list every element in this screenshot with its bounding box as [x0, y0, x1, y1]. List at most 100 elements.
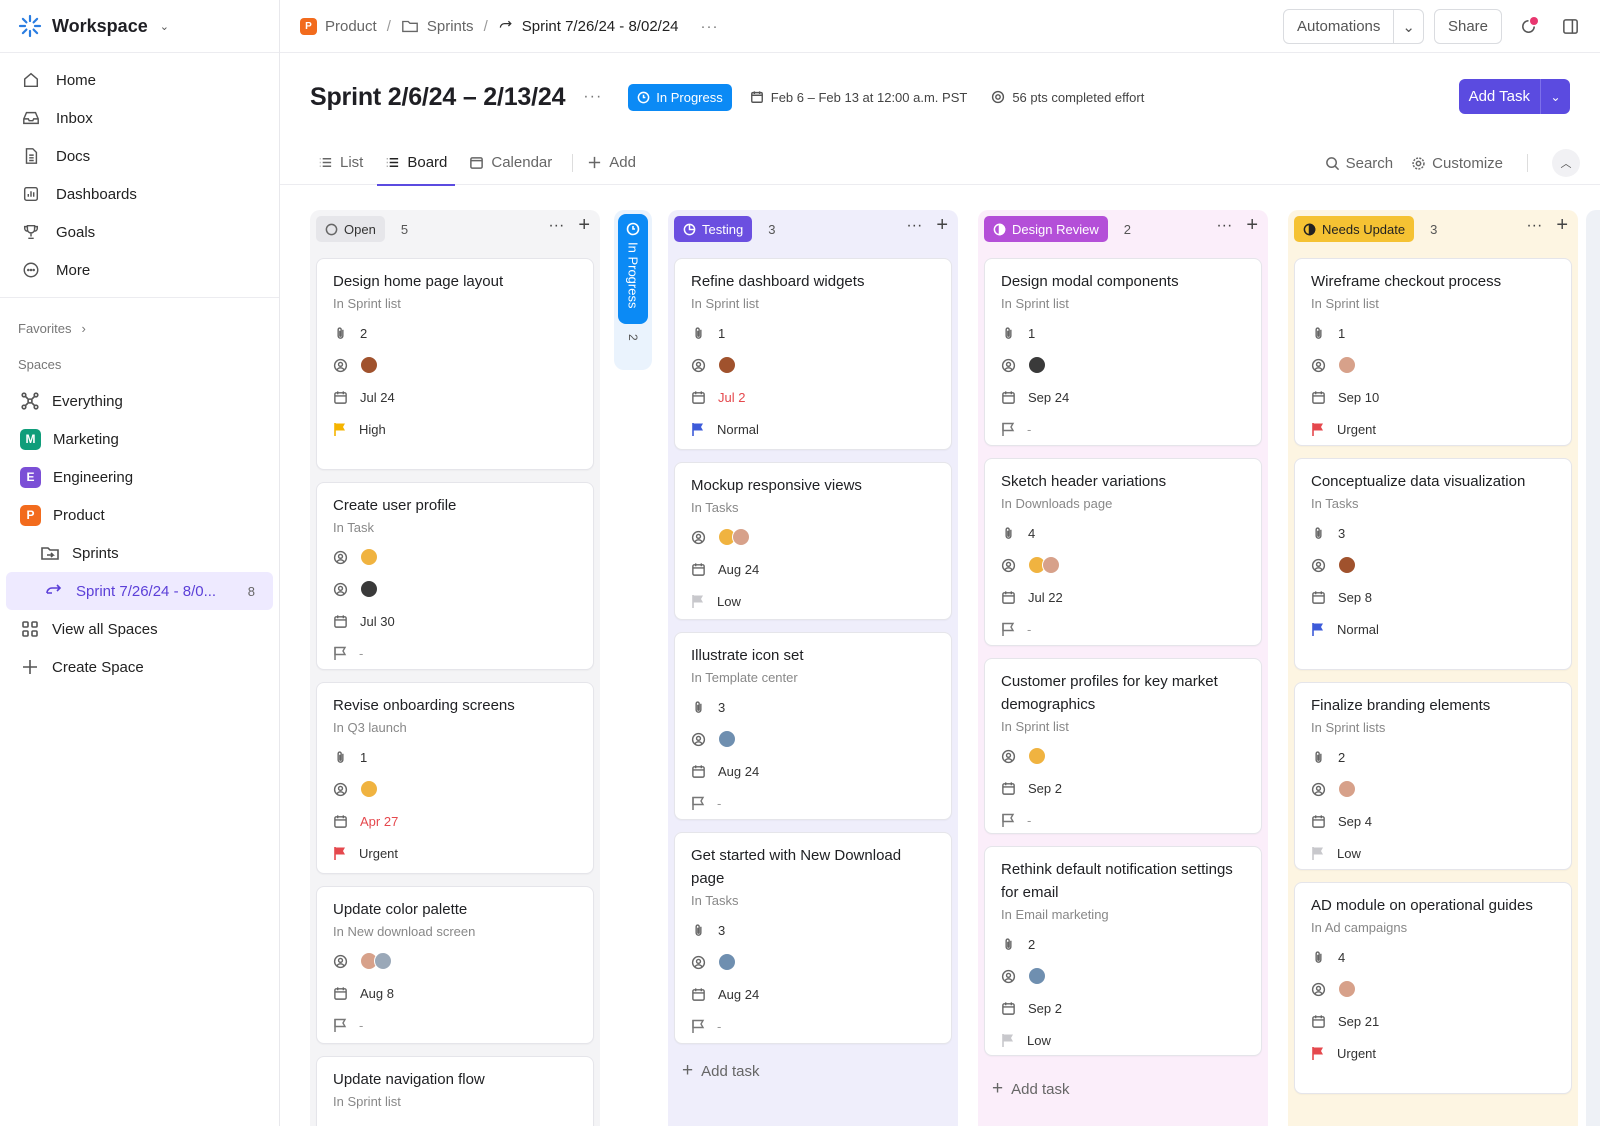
more-options-icon[interactable]: ··· [700, 17, 719, 35]
task-card[interactable]: Get started with New Download page In Tas… [674, 832, 952, 1044]
add-task-row[interactable]: + Add task [992, 1078, 1069, 1100]
assignee-avatars[interactable] [718, 953, 736, 971]
task-card[interactable]: Customer profiles for key market demogra… [984, 658, 1262, 834]
status-badge[interactable]: In Progress [628, 83, 732, 111]
nav-more[interactable]: More [0, 251, 279, 289]
in-progress-collapsed-header[interactable]: In Progress [618, 214, 648, 324]
due-date[interactable]: Jul 2 [718, 389, 746, 405]
task-card[interactable]: Revise onboarding screens In Q3 launch 1 Ap… [316, 682, 594, 874]
due-date[interactable]: Aug 8 [360, 985, 394, 1001]
column-status-pill[interactable]: Testing [674, 216, 753, 242]
chevron-down-icon[interactable]: ⌄ [1540, 79, 1570, 114]
priority-label[interactable]: Urgent [359, 845, 399, 861]
priority-label[interactable]: Low [1337, 845, 1361, 861]
priority-label[interactable]: - [359, 1017, 364, 1033]
breadcrumb-current[interactable]: Sprint 7/26/24 - 8/02/24 [521, 17, 679, 35]
assignee-avatars[interactable] [1338, 556, 1356, 574]
task-card[interactable]: Sketch header variations In Downloads pag… [984, 458, 1262, 646]
priority-label[interactable]: - [1027, 621, 1032, 637]
tab-list[interactable]: List [310, 141, 371, 185]
customize-button[interactable]: Customize [1411, 155, 1503, 172]
priority-label[interactable]: - [717, 795, 722, 811]
priority-label[interactable]: Low [1027, 1032, 1051, 1048]
sprint-dates[interactable]: Feb 6 – Feb 13 at 12:00 a.m. PST [750, 90, 967, 105]
task-card[interactable]: Design home page layout In Sprint list 2 Ju… [316, 258, 594, 470]
task-card[interactable]: Update color palette In New download scre… [316, 886, 594, 1044]
assignee-avatars[interactable] [360, 952, 392, 970]
nav-inbox[interactable]: Inbox [0, 99, 279, 137]
automations-dropdown-button[interactable]: ⌄ [1394, 9, 1424, 44]
priority-label[interactable]: Low [717, 593, 741, 609]
priority-label[interactable]: Urgent [1337, 421, 1377, 437]
layout-toggle-button[interactable] [1554, 11, 1586, 43]
due-date[interactable]: Sep 4 [1338, 813, 1372, 829]
create-space[interactable]: Create Space [0, 648, 279, 686]
assignee-avatars[interactable] [1028, 556, 1060, 574]
task-card[interactable]: Update navigation flow In Sprint list [316, 1056, 594, 1126]
assignee-avatars[interactable] [1338, 980, 1356, 998]
nav-docs[interactable]: Docs [0, 137, 279, 175]
more-options-icon[interactable]: ··· [1526, 217, 1543, 234]
due-date[interactable]: Apr 27 [360, 813, 399, 829]
add-task-button[interactable]: Add Task ⌄ [1458, 79, 1570, 114]
automations-button[interactable]: Automations [1283, 9, 1395, 44]
due-date[interactable]: Sep 2 [1028, 1000, 1062, 1016]
breadcrumb-sprints[interactable]: Sprints [426, 17, 474, 35]
more-options-icon[interactable]: ··· [1216, 217, 1233, 234]
task-card[interactable]: Finalize branding elements In Sprint list… [1294, 682, 1572, 870]
priority-label[interactable]: Normal [1337, 621, 1379, 637]
task-card[interactable]: Rethink default notification settings fo… [984, 846, 1262, 1056]
due-date[interactable]: Sep 2 [1028, 780, 1062, 796]
due-date[interactable]: Sep 10 [1338, 389, 1380, 405]
sidebar-item-active-sprint[interactable]: Sprint 7/26/24 - 8/0... 8 [6, 572, 273, 610]
tab-add[interactable]: Add [579, 141, 644, 185]
assignee-avatars[interactable] [718, 730, 736, 748]
assignee-avatars[interactable] [1338, 780, 1356, 798]
workspace-switcher[interactable]: Workspace ⌄ [0, 0, 279, 53]
plus-icon[interactable]: + [578, 214, 590, 236]
priority-label[interactable]: - [717, 1018, 722, 1034]
breadcrumb-product[interactable]: Product [325, 17, 377, 35]
column-status-pill[interactable]: Needs Update [1294, 216, 1415, 242]
add-task-row[interactable]: + Add task [682, 1060, 759, 1082]
view-all-spaces[interactable]: View all Spaces [0, 610, 279, 648]
collapse-header-button[interactable]: ︿ [1552, 149, 1580, 177]
favorites-header[interactable]: Favorites › [0, 310, 279, 346]
column-in-progress[interactable]: In Progress 2 [614, 210, 652, 370]
priority-label[interactable]: - [1027, 812, 1032, 828]
task-card[interactable]: Create user profile In Task Jul 30 - [316, 482, 594, 670]
task-card[interactable]: AD module on operational guides In Ad cam… [1294, 882, 1572, 1094]
assignee-avatars[interactable] [360, 356, 378, 374]
priority-label[interactable]: - [359, 645, 364, 661]
share-button[interactable]: Share [1433, 9, 1502, 44]
more-options-icon[interactable]: ··· [548, 217, 565, 234]
assignee-avatars[interactable] [360, 780, 378, 798]
space-engineering[interactable]: E Engineering [0, 458, 279, 496]
due-date[interactable]: Aug 24 [718, 763, 760, 779]
priority-label[interactable]: - [1027, 421, 1032, 437]
column-status-pill[interactable]: Open [316, 216, 385, 242]
space-product[interactable]: P Product [0, 496, 279, 534]
task-card[interactable]: Wireframe checkout process In Sprint list… [1294, 258, 1572, 446]
due-date[interactable]: Sep 8 [1338, 589, 1372, 605]
task-card[interactable]: Mockup responsive views In Tasks Aug 24 Low [674, 462, 952, 620]
tab-calendar[interactable]: Calendar [461, 141, 560, 185]
priority-label[interactable]: Normal [717, 421, 759, 437]
plus-icon[interactable]: + [936, 214, 948, 236]
assignee-avatars[interactable] [718, 528, 750, 546]
task-card[interactable]: Illustrate icon set In Template center 3 Au… [674, 632, 952, 820]
task-card[interactable]: Refine dashboard widgets In Sprint list 1 J… [674, 258, 952, 450]
space-everything[interactable]: Everything [0, 382, 279, 420]
priority-label[interactable]: Urgent [1337, 1045, 1377, 1061]
tab-board[interactable]: Board [377, 141, 456, 186]
column-status-pill[interactable]: Design Review [984, 216, 1108, 242]
nav-dashboards[interactable]: Dashboards [0, 175, 279, 213]
due-date[interactable]: Jul 24 [360, 389, 395, 405]
due-date[interactable]: Sep 24 [1028, 389, 1070, 405]
due-date[interactable]: Aug 24 [718, 561, 760, 577]
assignee-avatars[interactable] [360, 580, 378, 598]
notifications-button[interactable] [1512, 11, 1544, 43]
due-date[interactable]: Aug 24 [718, 986, 760, 1002]
more-options-icon[interactable]: ··· [583, 88, 603, 105]
assignee-avatars[interactable] [1338, 356, 1356, 374]
